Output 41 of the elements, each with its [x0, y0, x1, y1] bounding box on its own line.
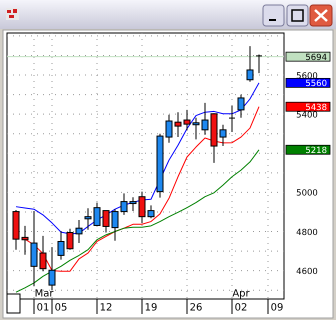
candlestick: [84, 208, 92, 230]
candlestick: [238, 94, 244, 118]
candlestick: [220, 124, 226, 147]
candlestick: [58, 231, 64, 260]
text: 5560: [305, 78, 327, 89]
candlestick: [202, 102, 208, 136]
candlestick: [246, 46, 254, 82]
x-tick-label: 02: [234, 302, 248, 314]
candlestick: [76, 219, 82, 244]
candlestick: [184, 109, 190, 131]
x-tick-label: 26: [190, 302, 202, 314]
candlestick: [48, 246, 56, 291]
annotation: Apr: [232, 288, 251, 300]
candlestick: [94, 202, 100, 227]
x-tick-label: 12: [100, 302, 112, 314]
x-tick-label: 05: [54, 302, 68, 314]
candlestick: [112, 208, 118, 242]
candlestick: [30, 210, 38, 287]
annotation: Mar: [34, 288, 54, 300]
candlestick: [40, 235, 46, 272]
candlestick: [120, 192, 128, 216]
y-tick-label: 4600: [296, 266, 318, 277]
candlestick: [166, 114, 172, 144]
candlestick: [174, 112, 182, 138]
ref-line-label: 5694: [305, 52, 327, 63]
y-tick-label: 5400: [296, 110, 318, 120]
text: 5218: [305, 146, 327, 156]
candlestick: [66, 228, 74, 250]
x-tick-label: 09: [270, 302, 284, 314]
y-tick-label: 5000: [296, 188, 318, 199]
candlestick: [102, 210, 110, 233]
x-tick-label: 19: [144, 302, 158, 314]
candlestick: [228, 105, 236, 132]
text: 5438: [305, 102, 327, 113]
candlestick: [138, 191, 146, 224]
candlestick: [22, 225, 28, 256]
candlestick: [148, 204, 154, 219]
candlestick: [130, 196, 136, 212]
candlestick: [256, 54, 262, 74]
y-tick-label: 4800: [296, 228, 318, 238]
x-tick-label: 01: [36, 302, 50, 314]
